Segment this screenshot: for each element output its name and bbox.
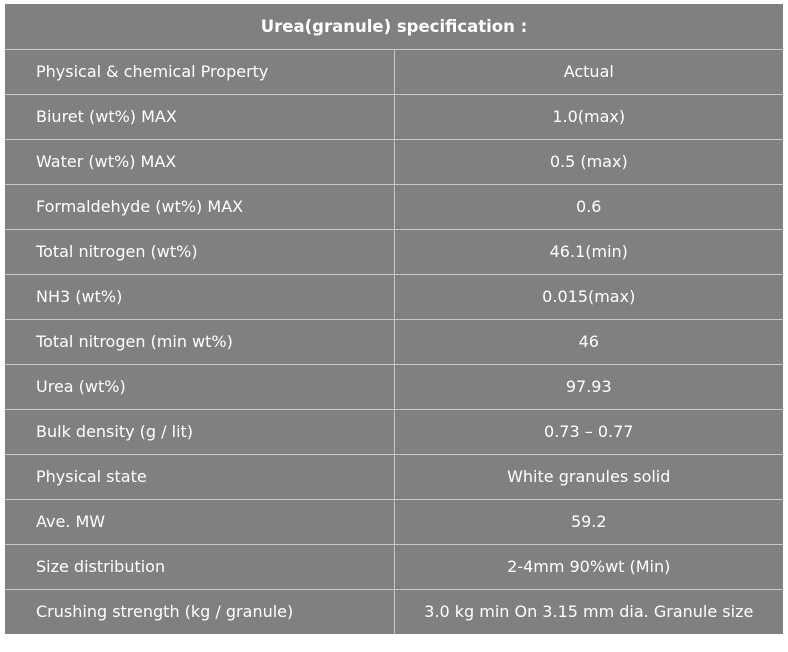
- title-row: Urea(granule) specification :: [5, 4, 783, 50]
- table-row: Physical state White granules solid: [5, 454, 783, 500]
- value-cell: White granules solid: [394, 454, 783, 500]
- property-cell: Urea (wt%): [5, 364, 395, 410]
- value-cell: 0.73 – 0.77: [394, 409, 783, 455]
- property-cell: Formaldehyde (wt%) MAX: [5, 184, 395, 230]
- property-cell: Bulk density (g / lit): [5, 409, 395, 455]
- property-cell: Crushing strength (kg / granule): [5, 589, 395, 634]
- value-cell: 2-4mm 90%wt (Min): [394, 544, 783, 590]
- actual-column-header: Actual: [394, 49, 783, 95]
- property-cell: Biuret (wt%) MAX: [5, 94, 395, 140]
- value-cell: 0.6: [394, 184, 783, 230]
- urea-spec-table: Urea(granule) specification : Physical &…: [5, 4, 783, 634]
- value-cell: 46: [394, 319, 783, 365]
- value-cell: 59.2: [394, 499, 783, 545]
- property-cell: Total nitrogen (wt%): [5, 229, 395, 275]
- value-cell: 1.0(max): [394, 94, 783, 140]
- table-row: Total nitrogen (min wt%) 46: [5, 319, 783, 365]
- table-title: Urea(granule) specification :: [5, 4, 783, 50]
- column-header-row: Physical & chemical Property Actual: [5, 49, 783, 95]
- table-row: Biuret (wt%) MAX 1.0(max): [5, 94, 783, 140]
- property-column-header: Physical & chemical Property: [5, 49, 395, 95]
- value-cell: 46.1(min): [394, 229, 783, 275]
- value-cell: 0.015(max): [394, 274, 783, 320]
- table-row: Formaldehyde (wt%) MAX 0.6: [5, 184, 783, 230]
- table-row: Water (wt%) MAX 0.5 (max): [5, 139, 783, 185]
- table-row: Bulk density (g / lit) 0.73 – 0.77: [5, 409, 783, 455]
- value-cell: 0.5 (max): [394, 139, 783, 185]
- table-row: NH3 (wt%) 0.015(max): [5, 274, 783, 320]
- property-cell: NH3 (wt%): [5, 274, 395, 320]
- table-row: Total nitrogen (wt%) 46.1(min): [5, 229, 783, 275]
- table-row: Urea (wt%) 97.93: [5, 364, 783, 410]
- value-cell: 97.93: [394, 364, 783, 410]
- table-row: Size distribution 2-4mm 90%wt (Min): [5, 544, 783, 590]
- property-cell: Size distribution: [5, 544, 395, 590]
- table-head: Urea(granule) specification :: [5, 4, 783, 50]
- table-body: Physical & chemical Property Actual Biur…: [5, 49, 783, 634]
- property-cell: Physical state: [5, 454, 395, 500]
- table-row: Ave. MW 59.2: [5, 499, 783, 545]
- property-cell: Water (wt%) MAX: [5, 139, 395, 185]
- property-cell: Ave. MW: [5, 499, 395, 545]
- value-cell: 3.0 kg min On 3.15 mm dia. Granule size: [424, 602, 754, 622]
- property-cell: Total nitrogen (min wt%): [5, 319, 395, 365]
- table-row: Crushing strength (kg / granule) 3.0 kg …: [5, 589, 783, 634]
